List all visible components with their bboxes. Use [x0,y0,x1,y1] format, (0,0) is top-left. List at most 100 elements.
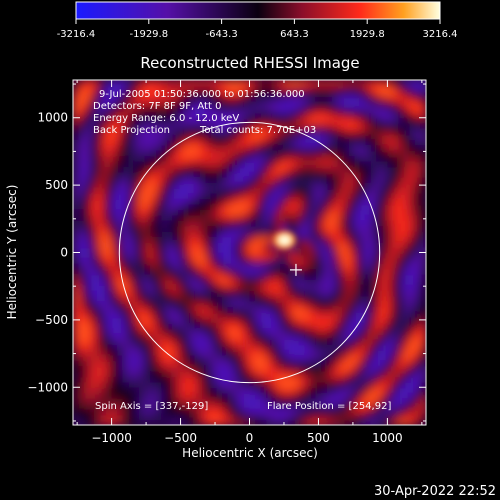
heatmap-cell [205,220,212,227]
heatmap-cell [403,144,411,151]
heatmap-cell [166,408,173,415]
heatmap-cell [111,123,118,130]
heatmap-cell [183,220,190,227]
heatmap-cell [117,182,124,189]
heatmap-cell [100,198,107,205]
heatmap-cell [216,101,223,108]
heatmap-cell [271,144,278,151]
heatmap-cell [282,381,289,388]
heatmap-cell [150,306,157,313]
heatmap-cell [288,338,295,345]
heatmap-cell [304,317,311,324]
heatmap-cell [84,112,91,119]
heatmap-cell [183,279,190,286]
heatmap-cell [205,408,212,415]
heatmap-cell [398,403,405,410]
heatmap-cell [365,166,372,173]
heatmap-image [73,80,426,425]
heatmap-cell [387,160,394,167]
heatmap-cell [381,187,388,194]
heatmap-cell [78,333,85,340]
heatmap-cell [227,387,234,394]
heatmap-cell [381,306,388,313]
heatmap-cell [293,387,300,394]
heatmap-cell [84,376,91,383]
heatmap-cell [420,106,426,113]
heatmap-cell [376,187,383,194]
heatmap-cell [255,225,262,232]
heatmap-cell [255,360,262,367]
heatmap-cell [188,166,195,173]
heatmap-cell [337,166,344,173]
heatmap-cell [348,139,355,146]
heatmap-cell [183,387,190,394]
heatmap-cell [420,338,426,345]
heatmap-cell [133,80,140,86]
heatmap-cell [326,182,333,189]
heatmap-cell [183,187,190,194]
heatmap-cell [365,398,372,405]
heatmap-cell [293,408,300,415]
heatmap-cell [266,419,273,425]
heatmap-cell [381,193,388,200]
heatmap-cell [106,338,113,345]
heatmap-cell [194,101,201,108]
heatmap-cell [133,419,140,425]
heatmap-cell [188,182,195,189]
heatmap-cell [155,295,162,302]
heatmap-cell [194,236,201,243]
heatmap-cell [161,322,168,329]
heatmap-cell [343,106,350,113]
colorbar-tick-label: -643.3 [205,29,237,40]
heatmap-cell [414,128,422,135]
heatmap-cell [288,392,295,399]
heatmap-cell [414,284,422,291]
heatmap-cell [183,360,190,367]
heatmap-cell [194,306,201,313]
heatmap-cell [271,268,278,275]
heatmap-cell [133,257,140,264]
heatmap-cell [210,333,218,340]
heatmap-cell [238,155,245,162]
heatmap-cell [332,327,339,334]
heatmap-cell [403,220,411,227]
heatmap-cell [337,408,344,415]
heatmap-cell [310,398,317,405]
heatmap-cell [117,365,124,372]
heatmap-cell [420,398,426,405]
heatmap-cell [199,220,206,227]
heatmap-cell [194,171,201,178]
heatmap-cell [205,290,212,297]
heatmap-cell [161,279,168,286]
heatmap-cell [183,117,190,124]
heatmap-cell [210,295,218,302]
heatmap-cell [144,295,151,302]
heatmap-cell [337,344,344,351]
heatmap-cell [139,365,146,372]
heatmap-cell [271,403,278,410]
heatmap-cell [122,279,129,286]
heatmap-cell [243,376,251,383]
heatmap-cell [232,354,240,361]
heatmap-cell [403,252,411,259]
heatmap-cell [348,90,355,97]
heatmap-cell [359,187,366,194]
heatmap-cell [359,414,366,421]
heatmap-cell [348,252,355,259]
heatmap-cell [100,327,107,334]
heatmap-cell [150,403,157,410]
heatmap-cell [249,408,256,415]
heatmap-cell [89,317,96,324]
heatmap-cell [243,349,251,356]
heatmap-cell [100,344,107,351]
heatmap-cell [343,338,350,345]
heatmap-cell [128,166,135,173]
heatmap-cell [183,295,190,302]
heatmap-cell [332,247,339,254]
heatmap-cell [205,247,212,254]
heatmap-cell [387,257,394,264]
heatmap-cell [100,274,107,281]
heatmap-cell [144,392,151,399]
heatmap-cell [354,236,361,243]
heatmap-cell [337,376,344,383]
